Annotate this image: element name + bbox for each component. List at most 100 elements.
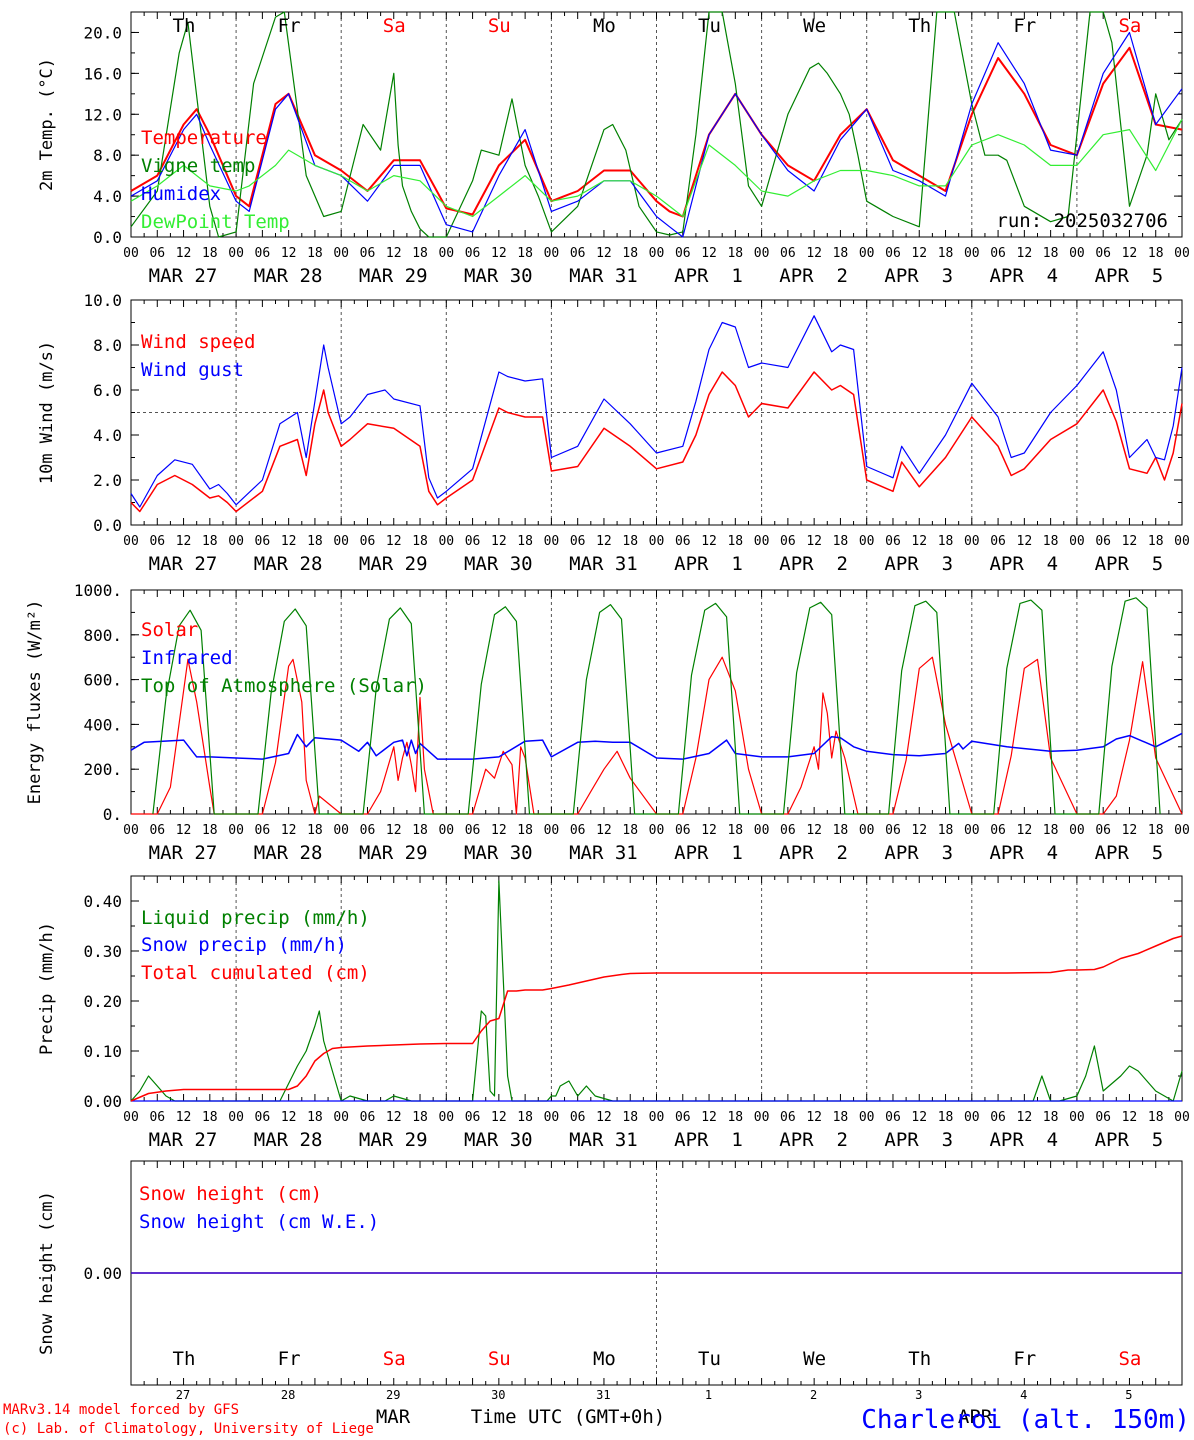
hour-tick-label: 00 <box>333 1110 349 1125</box>
hour-tick-label: 12 <box>911 823 927 838</box>
y-tick-label: 1000. <box>74 581 122 600</box>
hour-tick-label: 00 <box>1174 1110 1190 1125</box>
hour-tick-label: 12 <box>1122 534 1138 549</box>
date-label: MAR 30 <box>464 553 533 575</box>
date-label: APR 5 <box>1095 265 1164 287</box>
hour-tick-label: 00 <box>964 534 980 549</box>
y-tick-label: 8.0 <box>93 146 122 165</box>
hour-tick-label: 12 <box>386 823 402 838</box>
y-axis-label: Precip (mm/h) <box>37 922 57 1055</box>
day-number-label: 4 <box>1020 1388 1027 1402</box>
y-tick-label: 0.00 <box>83 1264 122 1283</box>
hour-tick-label: 12 <box>911 246 927 261</box>
hour-tick-label: 00 <box>123 1110 139 1125</box>
day-number-label: 3 <box>915 1388 922 1402</box>
hour-tick-label: 00 <box>649 823 665 838</box>
hour-tick-label: 12 <box>1122 246 1138 261</box>
hour-tick-label: 12 <box>176 1110 192 1125</box>
y-axis-label: 10m Wind (m/s) <box>37 341 57 484</box>
day-number-label: 5 <box>1125 1388 1132 1402</box>
hour-tick-label: 18 <box>202 823 218 838</box>
weekday-label-top: Mo <box>593 15 616 37</box>
legend-entry: Snow precip (mm/h) <box>141 934 347 956</box>
hour-tick-label: 00 <box>438 246 454 261</box>
series-line-infrared <box>130 732 1183 760</box>
hour-tick-label: 12 <box>1017 823 1033 838</box>
panel-4: 0.00 0.10 0.20 0.30 0.40 Precip (mm/h) Liquid … <box>37 875 1190 1151</box>
date-label: APR 5 <box>1095 842 1164 864</box>
panel-3: 0. 200. 400. 600. 800. 1000. Energy fluxes (W/… <box>25 581 1190 864</box>
hour-tick-label: 18 <box>202 1110 218 1125</box>
weekday-label-bottom: Tu <box>698 1348 721 1370</box>
hour-tick-label: 12 <box>281 1110 297 1125</box>
y-tick-label: 4.0 <box>93 187 122 206</box>
date-label: MAR 28 <box>254 842 323 864</box>
hour-tick-label: 00 <box>649 246 665 261</box>
weekday-label-bottom: Sa <box>383 1348 406 1370</box>
hour-tick-label: 00 <box>1069 1110 1085 1125</box>
legend-entry: Infrared <box>141 647 233 669</box>
hour-tick-label: 18 <box>938 1110 954 1125</box>
hour-tick-label: 12 <box>386 1110 402 1125</box>
hour-tick-label: 18 <box>307 823 323 838</box>
y-tick-label: 0.40 <box>83 892 122 911</box>
hour-tick-label: 12 <box>281 534 297 549</box>
hour-tick-label: 12 <box>911 1110 927 1125</box>
hour-tick-label: 00 <box>438 823 454 838</box>
hour-tick-label: 00 <box>544 534 560 549</box>
date-label: MAR 28 <box>254 1129 323 1151</box>
hour-tick-label: 06 <box>780 534 796 549</box>
hour-tick-label: 18 <box>412 1110 428 1125</box>
date-label: MAR 31 <box>569 553 638 575</box>
y-tick-label: 0.00 <box>83 1092 122 1111</box>
date-label: APR 5 <box>1095 553 1164 575</box>
hour-tick-label: 18 <box>622 1110 638 1125</box>
hour-tick-label: 06 <box>675 1110 691 1125</box>
hour-tick-label: 18 <box>1148 1110 1164 1125</box>
hour-tick-label: 12 <box>1017 1110 1033 1125</box>
hour-tick-label: 00 <box>228 534 244 549</box>
weekday-label-bottom: Mo <box>593 1348 616 1370</box>
hour-tick-label: 18 <box>307 534 323 549</box>
model-credit: MARv3.14 model forced by GFS <box>3 1402 239 1418</box>
day-number-label: 29 <box>386 1388 400 1402</box>
date-label: APR 4 <box>989 553 1058 575</box>
legend-entry: Humidex <box>141 183 221 205</box>
date-label: APR 1 <box>674 1129 743 1151</box>
hour-tick-label: 18 <box>622 823 638 838</box>
hour-tick-label: 18 <box>517 823 533 838</box>
hour-tick-label: 00 <box>228 246 244 261</box>
date-label: APR 4 <box>989 842 1058 864</box>
hour-tick-label: 12 <box>596 246 612 261</box>
hour-tick-label: 12 <box>491 823 507 838</box>
hour-tick-label: 06 <box>255 1110 271 1125</box>
hour-tick-label: 18 <box>833 1110 849 1125</box>
hour-tick-label: 12 <box>1017 246 1033 261</box>
hour-tick-label: 06 <box>990 534 1006 549</box>
hour-tick-label: 18 <box>833 534 849 549</box>
hour-tick-label: 18 <box>727 246 743 261</box>
weekday-label-top: We <box>803 15 826 37</box>
hour-tick-label: 06 <box>149 1110 165 1125</box>
weekday-label-bottom: Fr <box>1013 1348 1036 1370</box>
panel-5: 0.00 Snow height (cm) Snow height (cm) Snow… <box>37 1160 1183 1386</box>
weekday-label-bottom: Th <box>173 1348 196 1370</box>
panel-1: 0.0 4.0 8.0 12.0 16.0 20.0 2m Temp. (°C) Temper… <box>37 11 1190 287</box>
date-label: MAR 28 <box>254 265 323 287</box>
hour-tick-label: 00 <box>1174 534 1190 549</box>
hour-tick-label: 00 <box>228 823 244 838</box>
weekday-label-top: Fr <box>1013 15 1036 37</box>
hour-tick-label: 12 <box>1017 534 1033 549</box>
hour-tick-label: 06 <box>990 246 1006 261</box>
hour-tick-label: 06 <box>675 823 691 838</box>
series-line-solar <box>131 656 1183 815</box>
y-tick-label: 200. <box>83 760 122 779</box>
date-label: APR 3 <box>884 1129 953 1151</box>
legend-entry: Snow height (cm) <box>139 1183 322 1205</box>
date-label: MAR 30 <box>464 1129 533 1151</box>
hour-tick-label: 12 <box>701 246 717 261</box>
hour-tick-label: 18 <box>307 1110 323 1125</box>
hour-tick-label: 12 <box>701 1110 717 1125</box>
hour-tick-label: 06 <box>255 823 271 838</box>
